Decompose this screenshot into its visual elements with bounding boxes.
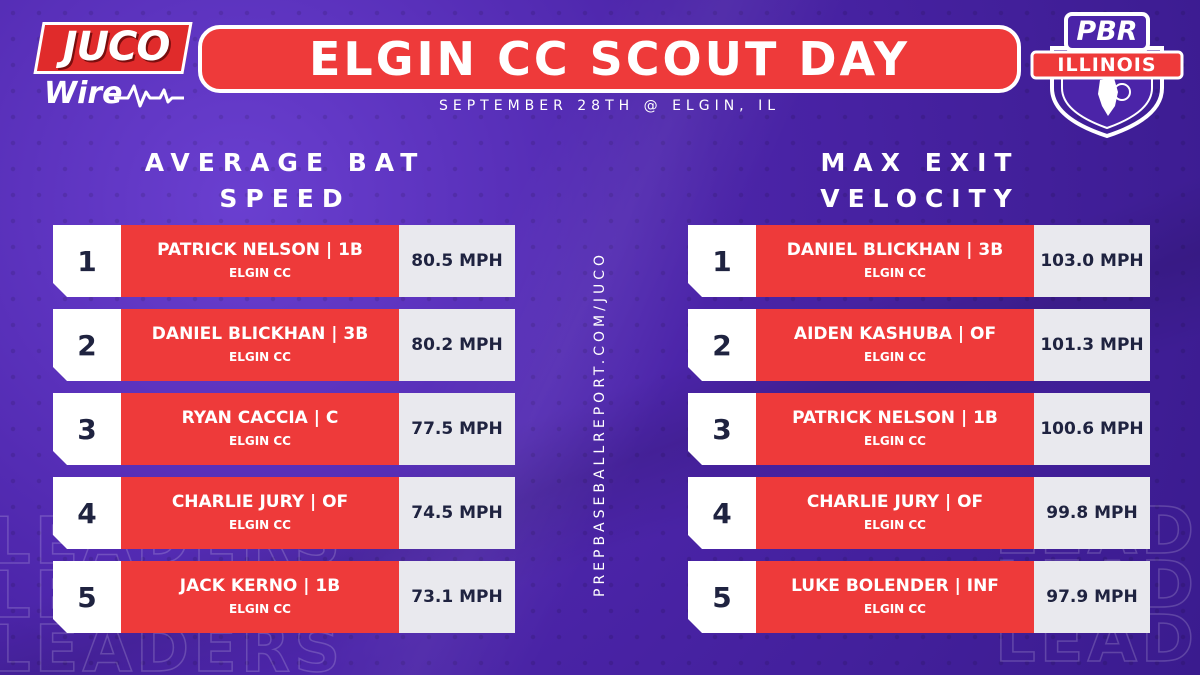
section-title-line1: MAX EXIT	[820, 148, 1020, 177]
player-cell: LUKE BOLENDER | INF ELGIN CC	[756, 561, 1034, 633]
rank-number: 3	[53, 393, 121, 465]
pbr-logo-text: PBR	[1076, 16, 1138, 47]
juco-wire-logo: JUCO Wire	[28, 18, 198, 118]
leaderboard-row: 4 CHARLIE JURY | OF ELGIN CC 99.8 MPH	[688, 477, 1150, 549]
metric-value: 103.0 MPH	[1034, 225, 1150, 297]
player-school: ELGIN CC	[864, 266, 926, 280]
player-cell: PATRICK NELSON | 1B ELGIN CC	[756, 393, 1034, 465]
illinois-logo-text: ILLINOIS	[1057, 54, 1157, 76]
rank-number: 3	[688, 393, 756, 465]
section-title-bat-speed: AVERAGE BAT SPEED	[75, 145, 495, 217]
player-school: ELGIN CC	[229, 266, 291, 280]
exit-velocity-leaderboard: 1 DANIEL BLICKHAN | 3B ELGIN CC 103.0 MPH 2 A…	[688, 225, 1150, 645]
rank-number: 1	[53, 225, 121, 297]
leaderboard-row: 5 JACK KERNO | 1B ELGIN CC 73.1 MPH	[53, 561, 515, 633]
player-school: ELGIN CC	[864, 434, 926, 448]
player-school: ELGIN CC	[864, 518, 926, 532]
player-cell: DANIEL BLICKHAN | 3B ELGIN CC	[121, 309, 399, 381]
player-name: PATRICK NELSON | 1B	[792, 408, 998, 428]
leaderboard-row: 1 PATRICK NELSON | 1B ELGIN CC 80.5 MPH	[53, 225, 515, 297]
pbr-shield-icon	[1030, 12, 1184, 139]
metric-value: 73.1 MPH	[399, 561, 515, 633]
section-title-line2: SPEED	[219, 184, 351, 213]
title-banner: ELGIN CC SCOUT DAY	[198, 25, 1021, 93]
player-school: ELGIN CC	[864, 350, 926, 364]
pbr-illinois-logo: PBR ILLINOIS	[1022, 8, 1192, 139]
player-cell: CHARLIE JURY | OF ELGIN CC	[121, 477, 399, 549]
leaderboard-row: 3 PATRICK NELSON | 1B ELGIN CC 100.6 MPH	[688, 393, 1150, 465]
player-cell: PATRICK NELSON | 1B ELGIN CC	[121, 225, 399, 297]
player-name: JACK KERNO | 1B	[179, 576, 341, 596]
player-cell: AIDEN KASHUBA | OF ELGIN CC	[756, 309, 1034, 381]
metric-value: 74.5 MPH	[399, 477, 515, 549]
player-school: ELGIN CC	[864, 602, 926, 616]
bat-speed-leaderboard: 1 PATRICK NELSON | 1B ELGIN CC 80.5 MPH 2 DAN…	[53, 225, 515, 645]
player-name: DANIEL BLICKHAN | 3B	[151, 324, 369, 344]
rank-number: 5	[688, 561, 756, 633]
leaderboard-row: 2 AIDEN KASHUBA | OF ELGIN CC 101.3 MPH	[688, 309, 1150, 381]
player-school: ELGIN CC	[229, 602, 291, 616]
section-title-line2: VELOCITY	[820, 184, 1020, 213]
player-school: ELGIN CC	[229, 350, 291, 364]
juco-logo-text: JUCO	[62, 24, 171, 70]
event-subtitle: SEPTEMBER 28TH @ ELGIN, IL	[439, 98, 780, 114]
metric-value: 101.3 MPH	[1034, 309, 1150, 381]
player-name: PATRICK NELSON | 1B	[157, 240, 363, 260]
rank-number: 2	[53, 309, 121, 381]
player-name: LUKE BOLENDER | INF	[791, 576, 999, 596]
metric-value: 100.6 MPH	[1034, 393, 1150, 465]
page-title: ELGIN CC SCOUT DAY	[308, 32, 911, 86]
player-cell: RYAN CACCIA | C ELGIN CC	[121, 393, 399, 465]
side-url-text: PREPBASEBALLREPORT.COM/JUCO	[592, 251, 608, 597]
leaderboard-row: 1 DANIEL BLICKHAN | 3B ELGIN CC 103.0 MPH	[688, 225, 1150, 297]
player-name: CHARLIE JURY | OF	[806, 492, 984, 512]
metric-value: 99.8 MPH	[1034, 477, 1150, 549]
player-cell: DANIEL BLICKHAN | 3B ELGIN CC	[756, 225, 1034, 297]
pulse-icon	[114, 84, 184, 108]
leaderboard-row: 5 LUKE BOLENDER | INF ELGIN CC 97.9 MPH	[688, 561, 1150, 633]
player-name: RYAN CACCIA | C	[181, 408, 339, 428]
leaderboard-row: 3 RYAN CACCIA | C ELGIN CC 77.5 MPH	[53, 393, 515, 465]
metric-value: 80.5 MPH	[399, 225, 515, 297]
leaderboard-row: 2 DANIEL BLICKHAN | 3B ELGIN CC 80.2 MPH	[53, 309, 515, 381]
player-cell: CHARLIE JURY | OF ELGIN CC	[756, 477, 1034, 549]
metric-value: 97.9 MPH	[1034, 561, 1150, 633]
rank-number: 2	[688, 309, 756, 381]
player-name: DANIEL BLICKHAN | 3B	[786, 240, 1004, 260]
metric-value: 77.5 MPH	[399, 393, 515, 465]
rank-number: 1	[688, 225, 756, 297]
metric-value: 80.2 MPH	[399, 309, 515, 381]
section-title-line1: AVERAGE BAT	[144, 148, 426, 177]
rank-number: 4	[688, 477, 756, 549]
player-name: AIDEN KASHUBA | OF	[793, 324, 997, 344]
section-title-exit-velocity: MAX EXIT VELOCITY	[710, 145, 1130, 217]
player-school: ELGIN CC	[229, 434, 291, 448]
rank-number: 5	[53, 561, 121, 633]
player-school: ELGIN CC	[229, 518, 291, 532]
player-cell: JACK KERNO | 1B ELGIN CC	[121, 561, 399, 633]
player-name: CHARLIE JURY | OF	[171, 492, 349, 512]
rank-number: 4	[53, 477, 121, 549]
wire-logo-text: Wire	[44, 76, 123, 111]
leaderboard-row: 4 CHARLIE JURY | OF ELGIN CC 74.5 MPH	[53, 477, 515, 549]
